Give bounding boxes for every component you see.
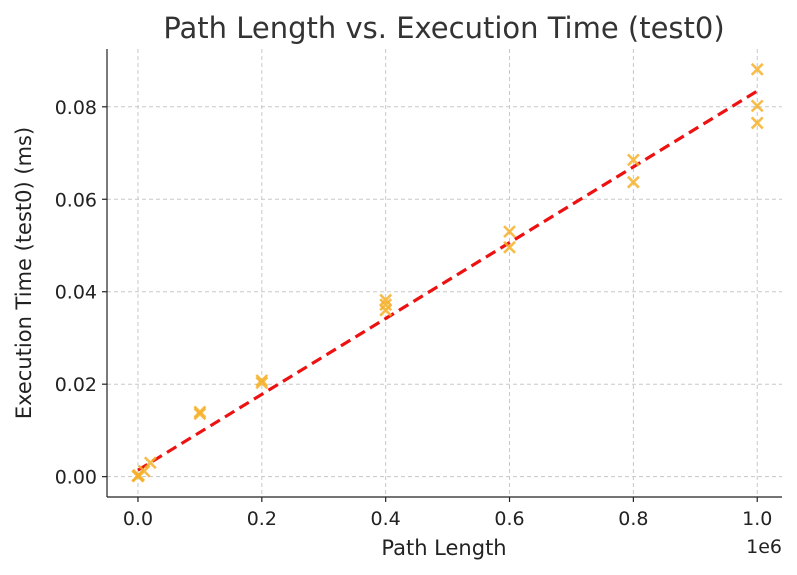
scatter-point	[193, 407, 207, 421]
y-tick-label: 0.08	[55, 97, 97, 119]
y-axis-ticks: 0.00 0.02 0.04 0.06 0.08	[55, 97, 107, 489]
scatter-point	[626, 175, 640, 189]
x-axis-ticks: 0.0 0.2 0.4 0.6 0.8 1.0	[123, 497, 772, 530]
trend-line	[137, 89, 759, 472]
y-tick-label: 0.04	[55, 282, 97, 304]
x-axis-label: Path Length	[381, 536, 506, 560]
trend-line-group	[137, 89, 759, 472]
scatter-point	[379, 298, 393, 312]
chart-title: Path Length vs. Execution Time (test0)	[163, 11, 724, 45]
x-tick-label: 0.6	[494, 508, 524, 530]
scatter-point	[143, 456, 157, 470]
y-tick-label: 0.06	[55, 189, 97, 211]
grid-lines	[107, 49, 782, 497]
x-axis-offset-label: 1e6	[746, 536, 782, 558]
x-tick-label: 0.4	[371, 508, 401, 530]
scatter-point	[255, 374, 269, 387]
scatter-point	[503, 240, 516, 254]
x-tick-label: 0.8	[618, 508, 648, 530]
x-tick-label: 1.0	[742, 508, 772, 530]
scatter-point	[750, 116, 764, 130]
x-tick-label: 0.0	[123, 508, 153, 530]
y-tick-label: 0.00	[55, 467, 97, 489]
scatter-point	[379, 293, 393, 307]
scatter-point	[626, 153, 640, 167]
x-tick-label: 0.2	[247, 508, 277, 530]
scatter-point	[750, 99, 764, 113]
scatter-point	[193, 405, 207, 419]
scatter-point	[255, 376, 269, 390]
scatter-point	[503, 225, 516, 239]
y-tick-label: 0.02	[55, 374, 97, 396]
scatter-point	[750, 62, 764, 76]
scatter-point	[137, 464, 151, 478]
y-axis-label: Execution Time (test0) (ms)	[12, 127, 36, 419]
scatter-points	[131, 62, 764, 483]
